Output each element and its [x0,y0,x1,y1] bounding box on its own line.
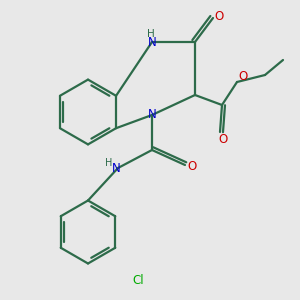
Text: O: O [187,160,196,173]
Text: H: H [105,158,113,168]
Text: N: N [148,35,156,49]
Text: O: O [238,70,247,83]
Text: N: N [112,161,121,175]
Text: O: O [214,10,224,23]
Text: N: N [148,109,156,122]
Text: H: H [147,29,154,39]
Text: O: O [218,133,228,146]
Text: Cl: Cl [132,274,144,286]
